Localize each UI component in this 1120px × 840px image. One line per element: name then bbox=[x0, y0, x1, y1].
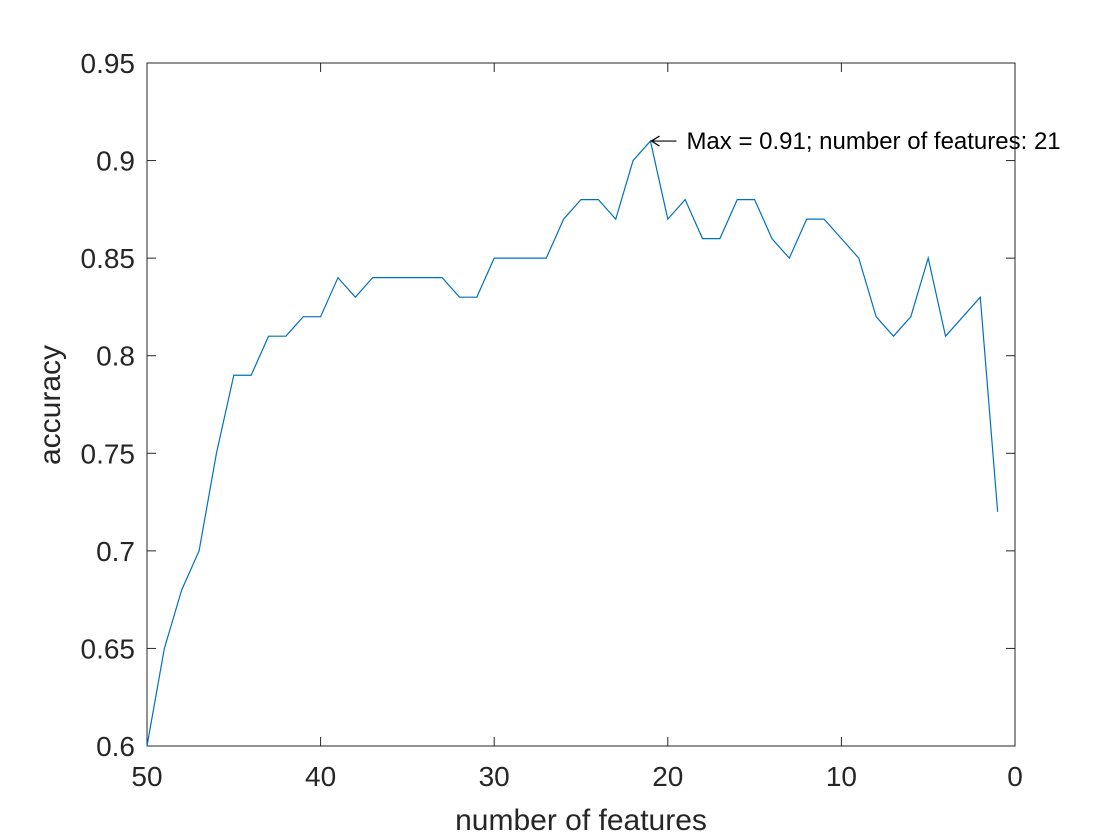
x-tick-label: 40 bbox=[305, 761, 336, 792]
data-point bbox=[146, 745, 149, 748]
data-point bbox=[336, 276, 339, 279]
y-tick-label: 0.8 bbox=[96, 341, 135, 372]
data-point bbox=[527, 257, 530, 260]
data-point bbox=[284, 335, 287, 338]
x-tick-label: 0 bbox=[1007, 761, 1023, 792]
plot-frame bbox=[146, 62, 1016, 747]
data-point bbox=[580, 198, 583, 201]
data-point bbox=[614, 218, 617, 221]
data-point bbox=[302, 315, 305, 318]
y-tick-label: 0.65 bbox=[81, 633, 136, 664]
data-point bbox=[770, 237, 773, 240]
data-point bbox=[736, 198, 739, 201]
data-point bbox=[718, 237, 721, 240]
annotation-arrow-head bbox=[650, 135, 660, 147]
data-point bbox=[666, 218, 669, 221]
y-tick-label: 0.75 bbox=[81, 438, 136, 469]
data-point bbox=[927, 257, 930, 260]
data-point bbox=[406, 276, 409, 279]
y-tick-label: 0.95 bbox=[81, 48, 136, 79]
data-point bbox=[163, 647, 166, 650]
x-tick-label: 20 bbox=[652, 761, 683, 792]
data-point bbox=[753, 198, 756, 201]
data-point bbox=[389, 276, 392, 279]
data-point bbox=[892, 335, 895, 338]
data-point bbox=[267, 335, 270, 338]
y-tick-label: 0.9 bbox=[96, 146, 135, 177]
x-tick-label: 50 bbox=[131, 761, 162, 792]
data-point bbox=[215, 452, 218, 455]
y-tick-label: 0.85 bbox=[81, 243, 136, 274]
y-tick-label: 0.6 bbox=[96, 731, 135, 762]
data-point bbox=[944, 335, 947, 338]
data-point bbox=[875, 315, 878, 318]
data-point bbox=[354, 296, 357, 299]
data-point bbox=[632, 159, 635, 162]
annotation-text: Max = 0.91; number of features: 21 bbox=[686, 128, 1060, 155]
data-point bbox=[961, 315, 964, 318]
data-point bbox=[701, 237, 704, 240]
data-point bbox=[857, 257, 860, 260]
axis-tick-labels: 50 40 30 20 10 0 0.6 0.65 0.7 0.75 0.8 0.85 0.9 0.95 bbox=[81, 48, 1023, 792]
data-point bbox=[510, 257, 513, 260]
y-tick-label: 0.7 bbox=[96, 536, 135, 567]
data-point bbox=[840, 237, 843, 240]
data-point bbox=[458, 296, 461, 299]
data-point bbox=[684, 198, 687, 201]
data-point bbox=[232, 374, 235, 377]
data-point bbox=[319, 315, 322, 318]
y-axis-label: accuracy bbox=[34, 345, 67, 465]
max-annotation: Max = 0.91; number of features: 21 bbox=[650, 128, 1061, 155]
data-point bbox=[788, 257, 791, 260]
accuracy-series-line bbox=[146, 139, 999, 747]
data-point bbox=[198, 549, 201, 552]
data-point bbox=[996, 510, 999, 513]
data-point bbox=[475, 296, 478, 299]
data-point bbox=[823, 218, 826, 221]
data-point bbox=[562, 218, 565, 221]
data-point bbox=[441, 276, 444, 279]
data-point bbox=[805, 218, 808, 221]
data-point bbox=[423, 276, 426, 279]
data-point bbox=[493, 257, 496, 260]
plot-area bbox=[147, 63, 1015, 746]
data-point bbox=[909, 315, 912, 318]
data-point bbox=[371, 276, 374, 279]
data-point bbox=[597, 198, 600, 201]
x-tick-label: 10 bbox=[826, 761, 857, 792]
x-tick-label: 30 bbox=[479, 761, 510, 792]
data-point bbox=[545, 257, 548, 260]
data-point bbox=[180, 588, 183, 591]
x-axis-label: number of features bbox=[455, 804, 707, 837]
data-point bbox=[250, 374, 253, 377]
data-point bbox=[979, 296, 982, 299]
